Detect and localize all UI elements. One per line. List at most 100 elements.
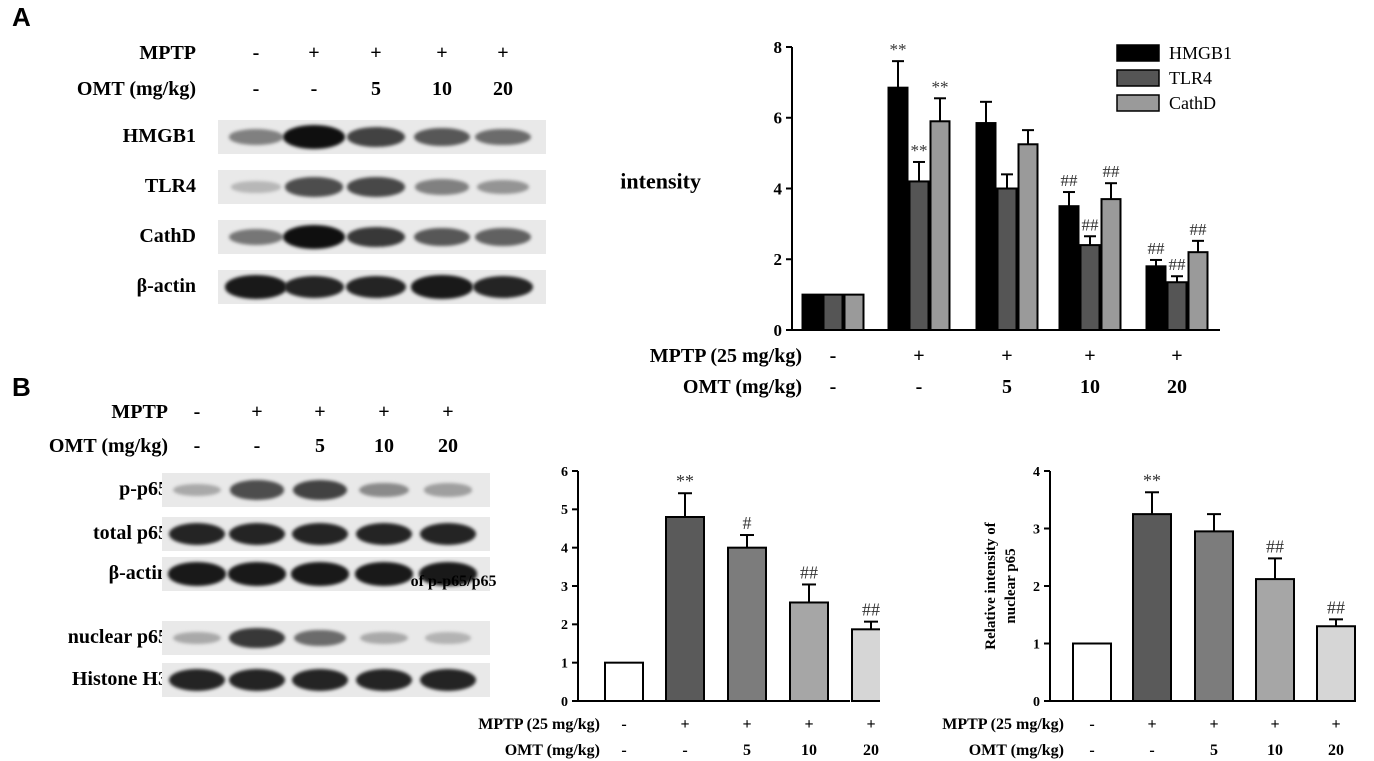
condition-value: - xyxy=(310,78,318,100)
y-tick-label: 1 xyxy=(561,657,568,672)
blot-band xyxy=(283,125,345,149)
bar xyxy=(908,180,930,331)
blot-label: TLR4 xyxy=(144,175,196,197)
panel-b-letter: B xyxy=(12,372,31,402)
bar xyxy=(843,293,865,331)
condition-value: 10 xyxy=(1267,742,1283,759)
bar xyxy=(1316,625,1356,702)
blot-band xyxy=(291,668,349,692)
y-tick-label: 0 xyxy=(774,321,783,340)
blot-band xyxy=(347,177,405,197)
blot-band xyxy=(346,226,406,248)
blot-band xyxy=(229,627,285,649)
bar xyxy=(1017,143,1039,331)
blot-band xyxy=(359,482,409,498)
bar xyxy=(727,546,767,702)
y-axis-label: Reletive intensity xyxy=(620,169,701,194)
bar xyxy=(789,601,829,703)
condition-value: 5 xyxy=(1002,376,1012,398)
condition-value: + xyxy=(314,401,326,423)
blot-band xyxy=(346,127,406,147)
blot-band xyxy=(475,228,531,246)
legend-label: TLR4 xyxy=(1169,68,1212,88)
condition-label: OMT (mg/kg) xyxy=(76,78,196,100)
condition-value: + xyxy=(370,42,382,64)
blot-band xyxy=(355,668,413,692)
condition-value: - xyxy=(830,376,837,398)
condition-value: + xyxy=(1171,345,1182,367)
bar xyxy=(975,122,997,332)
y-tick-label: 2 xyxy=(1033,580,1040,595)
bar xyxy=(1166,281,1188,331)
condition-value: 10 xyxy=(1080,376,1100,398)
blot-band xyxy=(291,522,349,546)
condition-value: + xyxy=(1147,716,1156,733)
blot-band xyxy=(168,562,226,586)
p-p65-bar-chart: 0123456Fold change of p-p65/p65**#####MP… xyxy=(410,465,880,759)
condition-value: 10 xyxy=(801,742,817,759)
legend-swatch xyxy=(1116,94,1160,112)
blot-label: nuclear p65 xyxy=(67,626,168,648)
y-tick-label: 0 xyxy=(561,695,568,710)
condition-value: 10 xyxy=(432,78,452,100)
panel-a-bar-chart: 02468Reletive intensity******###########… xyxy=(620,38,1232,398)
condition-value: + xyxy=(436,42,448,64)
blot-band xyxy=(475,128,531,146)
condition-label: OMT (mg/kg) xyxy=(969,742,1064,759)
condition-label: OMT (mg/kg) xyxy=(48,435,168,457)
blot-band xyxy=(345,275,407,299)
y-tick-label: 4 xyxy=(1033,465,1040,480)
condition-label: MPTP (25 mg/kg) xyxy=(478,716,600,733)
condition-label: MPTP (25 mg/kg) xyxy=(650,345,802,367)
blot-band xyxy=(360,631,408,645)
y-tick-label: 2 xyxy=(774,250,783,269)
blot-label: Histone H3 xyxy=(71,668,168,690)
blot-band xyxy=(413,127,471,147)
blot-band xyxy=(168,522,226,546)
blot-band xyxy=(355,522,413,546)
blot-label: HMGB1 xyxy=(122,125,196,147)
condition-value: + xyxy=(804,716,813,733)
significance-label: ## xyxy=(1103,162,1121,181)
y-tick-label: 5 xyxy=(561,503,568,518)
blot-band xyxy=(228,562,286,586)
blot-band xyxy=(173,631,221,645)
blot-band xyxy=(477,180,529,194)
bar xyxy=(822,293,844,331)
significance-label: ** xyxy=(676,471,694,491)
blot-band xyxy=(229,129,283,145)
condition-value: - xyxy=(253,435,261,457)
blot-band xyxy=(173,483,221,497)
y-tick-label: 2 xyxy=(561,618,568,633)
bar xyxy=(1100,198,1122,331)
significance-label: ** xyxy=(911,141,928,160)
y-axis-label: Relative intensity of xyxy=(983,521,999,649)
condition-value: + xyxy=(913,345,924,367)
legend-swatch xyxy=(1116,69,1160,87)
bar xyxy=(604,661,644,703)
blot-band xyxy=(424,632,472,644)
condition-value: 10 xyxy=(374,435,394,457)
condition-value: 20 xyxy=(1328,742,1344,759)
blot-band xyxy=(228,228,284,246)
significance-label: ## xyxy=(1148,239,1166,258)
condition-value: + xyxy=(442,401,454,423)
condition-label: MPTP xyxy=(139,42,196,64)
blot-label: β-actin xyxy=(108,562,168,584)
significance-label: ** xyxy=(1143,470,1161,490)
condition-value: - xyxy=(1089,716,1094,733)
bar xyxy=(1079,244,1101,332)
blot-label: p-p65 xyxy=(119,478,168,500)
condition-value: + xyxy=(680,716,689,733)
condition-value: 5 xyxy=(371,78,381,100)
blot-band xyxy=(225,275,287,299)
condition-value: 5 xyxy=(743,742,751,759)
significance-label: # xyxy=(743,513,752,533)
condition-value: 20 xyxy=(438,435,458,457)
bar xyxy=(1072,642,1112,702)
bar xyxy=(665,516,705,702)
bar xyxy=(929,120,951,331)
blot-band xyxy=(419,562,477,586)
significance-label: ## xyxy=(1190,220,1208,239)
significance-label: ## xyxy=(1061,171,1079,190)
